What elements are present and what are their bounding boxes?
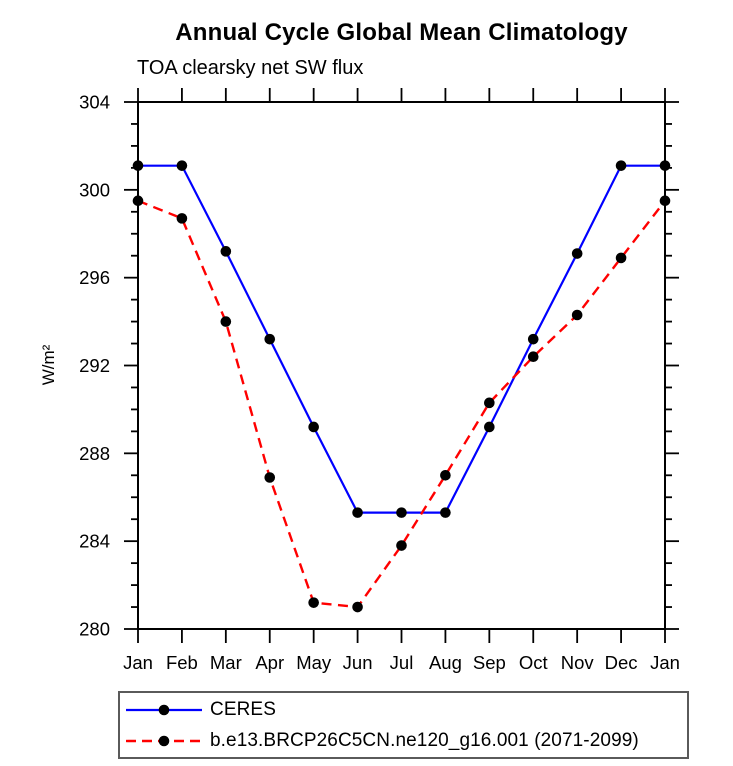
data-point-series-0 xyxy=(396,507,407,518)
data-point-series-0 xyxy=(615,160,627,171)
data-point-series-1 xyxy=(615,252,627,264)
x-tick-label: May xyxy=(296,652,332,673)
legend-label-ceres: CERES xyxy=(210,698,276,720)
data-point-series-0 xyxy=(527,333,539,345)
y-tick-label: 280 xyxy=(79,619,110,640)
data-point-series-1 xyxy=(220,316,232,327)
series-line-0 xyxy=(138,164,665,514)
data-point-series-1 xyxy=(264,472,276,483)
data-point-series-0 xyxy=(308,421,319,433)
y-tick-label: 296 xyxy=(79,267,110,288)
data-point-series-0 xyxy=(132,160,144,171)
x-tick-label: Oct xyxy=(519,652,548,673)
data-point-series-0 xyxy=(440,507,451,518)
legend-item-model: b.e13.BRCP26C5CN.ne120_g16.001 (2071-209… xyxy=(123,728,687,754)
data-point-series-0 xyxy=(264,333,276,345)
data-point-series-0 xyxy=(484,421,495,433)
data-point-series-1 xyxy=(396,540,407,551)
data-point-series-1 xyxy=(571,309,583,321)
y-tick-label: 288 xyxy=(79,443,110,464)
data-point-series-0 xyxy=(176,160,188,171)
data-point-series-1 xyxy=(132,195,144,207)
y-tick-label: 284 xyxy=(79,531,110,552)
x-tick-label: Dec xyxy=(605,652,638,673)
x-tick-label: Jul xyxy=(390,652,414,673)
x-tick-label: Feb xyxy=(166,652,198,673)
legend-item-ceres: CERES xyxy=(123,697,687,723)
data-point-series-0 xyxy=(659,160,671,171)
data-point-series-1 xyxy=(308,597,319,608)
x-tick-label: Nov xyxy=(561,652,595,673)
data-point-series-1 xyxy=(176,213,188,224)
data-point-series-1 xyxy=(659,195,671,207)
data-point-series-0 xyxy=(352,507,363,518)
x-tick-label: Apr xyxy=(255,652,284,673)
legend: CERES b.e13.BRCP26C5CN.ne120_g16.001 (20… xyxy=(118,691,689,759)
data-point-series-1 xyxy=(440,469,451,481)
data-point-series-1 xyxy=(484,397,495,409)
data-point-series-0 xyxy=(220,246,232,257)
data-point-series-1 xyxy=(352,601,363,613)
chart-subtitle: TOA clearsky net SW flux xyxy=(137,57,364,79)
data-point-series-0 xyxy=(571,248,583,259)
chart-title: Annual Cycle Global Mean Climatology xyxy=(175,19,628,46)
legend-label-model: b.e13.BRCP26C5CN.ne120_g16.001 (2071-209… xyxy=(210,729,639,751)
x-tick-label: Aug xyxy=(429,652,462,673)
legend-line-sample-solid xyxy=(126,704,202,715)
y-tick-label: 292 xyxy=(79,355,110,376)
x-tick-label: Jan xyxy=(650,652,680,673)
legend-line-sample-dashed xyxy=(126,735,202,746)
x-tick-label: Jan xyxy=(123,652,153,673)
data-point-series-1 xyxy=(527,351,539,363)
x-tick-label: Mar xyxy=(210,652,242,673)
y-tick-label: 300 xyxy=(79,179,110,200)
y-tick-label: 304 xyxy=(79,92,110,113)
x-tick-label: Jun xyxy=(343,652,373,673)
x-tick-label: Sep xyxy=(473,652,506,673)
